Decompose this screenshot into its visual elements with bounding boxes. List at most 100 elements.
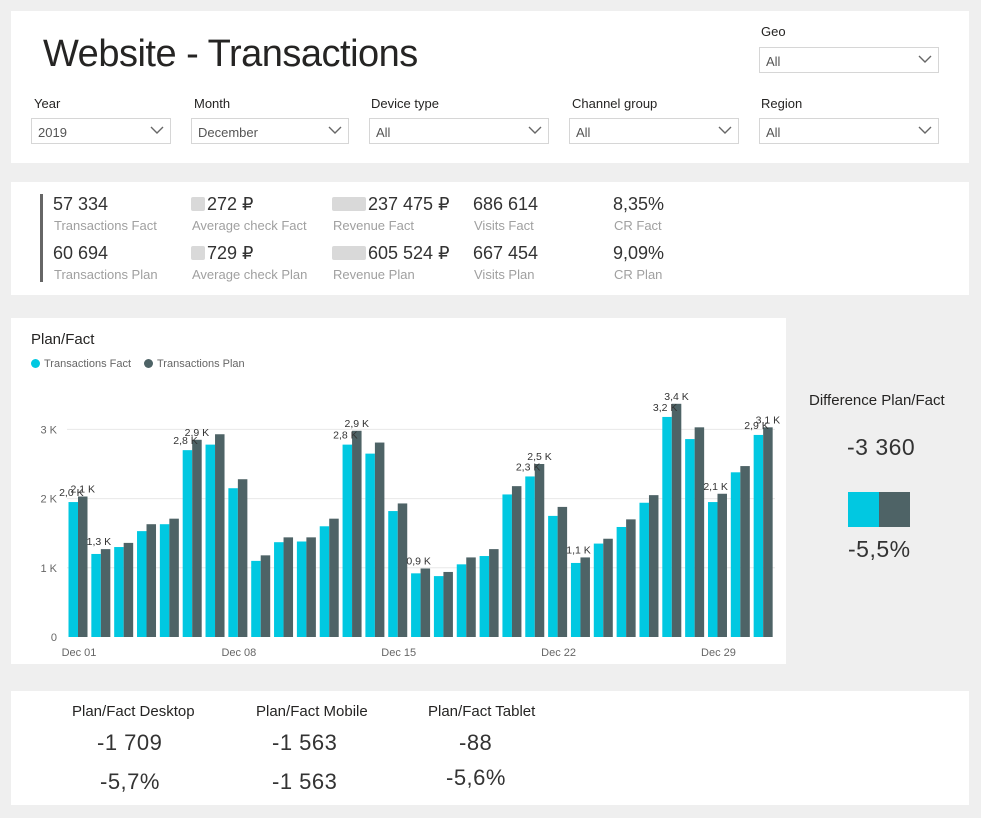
bar-fact [228,488,238,637]
bar-plan [306,537,316,637]
month-label: Month [194,96,231,111]
bar-plan [283,537,294,637]
y-tick-label: 2 K [40,494,57,506]
data-label-plan: 2,9 K [185,427,210,439]
redacted-mark [332,246,366,260]
transactions-plan-label: Transactions Plan [54,267,158,282]
bar-plan [648,495,659,637]
avg-check-fact: 272 ₽ [191,194,254,215]
data-label-fact: 2,8 K [173,435,198,447]
year-label: Year [34,96,61,111]
geo-dropdown[interactable]: All [759,47,939,73]
avg-check-plan-value: 729 ₽ [207,243,254,263]
bar-fact [502,494,512,637]
chevron-down-icon [918,55,932,63]
y-tick-label: 3 K [40,424,57,436]
filters-panel: Website - Transactions Geo All Year 2019… [11,11,969,163]
revenue-fact: 237 475 ₽ [332,194,450,215]
bar-fact [570,562,581,637]
y-tick-label: 0 [51,632,57,644]
bar-plan [237,479,248,637]
chevron-down-icon [328,126,342,134]
bar-fact [388,511,398,637]
data-label-plan: 3,1 K [756,414,781,426]
channel-group-dropdown[interactable]: All [569,118,739,144]
data-label-fact: 2,8 K [333,430,358,442]
avg-check-fact-label: Average check Fact [192,218,307,233]
bar-plan [557,506,568,637]
bar-fact [639,502,649,637]
cr-plan-value: 9,09% [613,243,665,263]
difference-value: -3 360 [847,434,916,460]
mobile-title: Plan/Fact Mobile [256,703,368,720]
transactions-plan-value: 60 694 [53,243,109,263]
chevron-down-icon [718,126,732,134]
bar-plan [603,538,613,637]
legend-item-plan[interactable]: Transactions Plan [144,358,245,370]
cr-fact-label: CR Fact [614,218,662,233]
desktop-percent: -5,7% [100,769,160,794]
bar-plan [123,542,134,637]
region-value: All [766,125,781,140]
region-label: Region [761,96,803,111]
legend-label-fact: Transactions Fact [44,358,132,370]
bar-fact [274,542,284,637]
avg-check-plan-label: Average check Plan [192,267,308,282]
bar-plan [260,555,271,637]
bar-plan [626,519,636,637]
bar-fact [114,547,124,637]
year-dropdown[interactable]: 2019 [31,118,171,144]
revenue-fact-label: Revenue Fact [333,218,414,233]
mobile-value: -1 563 [272,730,338,755]
desktop-title: Plan/Fact Desktop [72,703,195,720]
legend-item-fact[interactable]: Transactions Fact [31,358,131,370]
visits-plan-label: Visits Plan [474,267,535,282]
tablet-title: Plan/Fact Tablet [428,703,536,720]
redacted-mark [332,197,366,211]
bar-fact [479,556,490,637]
data-label-fact: 2,0 K [59,487,84,499]
difference-percent: -5,5% [848,536,911,562]
device-breakdown-panel: Plan/Fact Desktop -1 709 -5,7% Plan/Fact… [11,691,969,805]
bar-fact [707,502,718,637]
data-label-fact: 2,9 K [744,420,769,432]
legend-dot-fact [31,359,40,368]
bar-plan [420,568,431,637]
bar-plan [397,503,408,637]
x-tick-label: Dec 29 [701,647,736,659]
bar-fact [205,444,216,637]
x-tick-label: Dec 08 [221,647,256,659]
device-type-value: All [376,125,391,140]
bar-plan [763,427,773,637]
month-value: December [198,125,258,140]
bar-plan [78,496,88,637]
region-dropdown[interactable]: All [759,118,939,144]
difference-title: Difference Plan/Fact [809,392,945,409]
data-label-plan: 3,4 K [664,391,689,403]
bar-plan [534,464,545,637]
x-tick-label: Dec 01 [62,647,97,659]
bar-plan [443,571,453,637]
bar-fact [548,515,558,637]
bar-fact [616,526,627,637]
bar-fact [730,472,741,637]
bar-fact [525,476,535,637]
visits-plan-value: 667 454 [473,243,539,263]
revenue-plan: 605 524 ₽ [332,243,450,264]
difference-fact-bar [848,492,879,527]
avg-check-fact-value: 272 ₽ [207,194,254,214]
legend-label-plan: Transactions Plan [157,358,245,370]
month-dropdown[interactable]: December [191,118,349,144]
revenue-plan-value: 605 524 ₽ [368,243,450,263]
bar-fact [593,543,604,637]
x-tick-label: Dec 22 [541,647,576,659]
mobile-percent: -1 563 [272,769,338,794]
device-type-dropdown[interactable]: All [369,118,549,144]
data-label-plan: 2,1 K [70,484,95,496]
bar-fact [685,439,695,637]
bar-fact [411,573,421,637]
cr-fact-value: 8,35% [613,194,665,214]
bar-fact [296,541,307,637]
bar-plan [489,549,499,637]
bar-fact [319,526,330,637]
